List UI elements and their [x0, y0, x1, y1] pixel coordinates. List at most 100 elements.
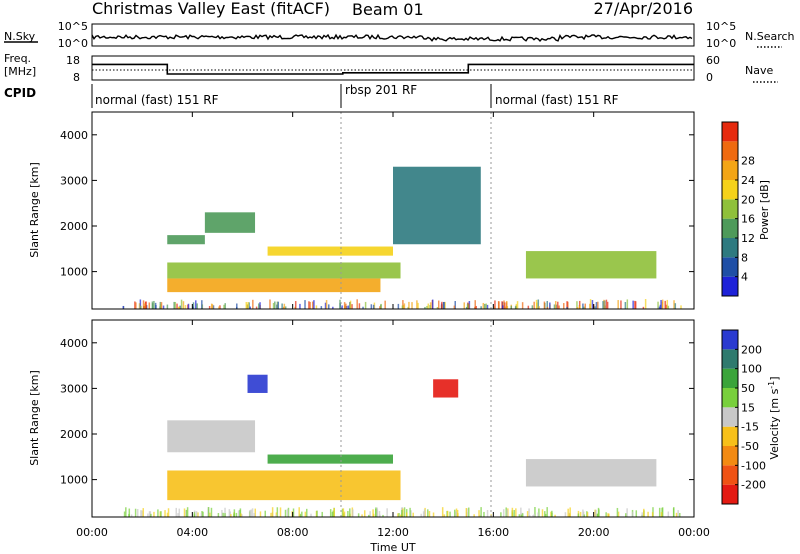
velocity-colorbar-swatch-2 — [722, 446, 738, 466]
velocity-region-0 — [167, 470, 401, 501]
power-region-6 — [525, 251, 657, 279]
power-region-4 — [267, 246, 393, 256]
xaxis-tick-6: 00:00 — [678, 526, 710, 539]
velocity-ytick-label-3: 4000 — [60, 337, 88, 350]
noise-sky-label: N.Sky — [4, 30, 36, 43]
power-colorbar-tick-2: 12 — [741, 232, 755, 245]
cpid-mode-3: normal (fast) 151 RF — [495, 93, 619, 107]
velocity-colorbar-tick-5: -50 — [741, 440, 759, 453]
noise-left-tick-low: 10^0 — [58, 37, 88, 50]
power-ylabel: Slant Range [km] — [28, 162, 41, 258]
frequency-panel: Freq. [MHz] 18 8 60 0 Nave — [4, 52, 778, 84]
noise-line — [91, 33, 693, 43]
velocity-data — [123, 320, 681, 517]
power-region-0 — [167, 278, 381, 293]
nave-label: Nave — [745, 64, 773, 77]
noise-right-tick-high: 10^5 — [706, 20, 736, 33]
velocity-ytick-label-1: 2000 — [60, 428, 88, 441]
cpid-label: CPID — [4, 86, 36, 100]
xaxis-tick-4: 16:00 — [477, 526, 509, 539]
power-colorbar-swatch-0 — [722, 276, 738, 296]
power-ytick-label-3: 4000 — [60, 129, 88, 142]
power-colorbar-tick-0: 4 — [741, 271, 748, 284]
noise-right-tick-low: 10^0 — [706, 37, 736, 50]
power-colorbar-tick-3: 16 — [741, 213, 755, 226]
freq-tick-high: 18 — [66, 54, 80, 67]
velocity-colorbar-swatch-3 — [722, 426, 738, 446]
velocity-colorbar-swatch-7 — [722, 349, 738, 369]
power-ytick-label-1: 2000 — [60, 220, 88, 233]
velocity-colorbar-tick-6: -100 — [741, 459, 766, 472]
velocity-ytick-label-0: 1000 — [60, 474, 88, 487]
velocity-colorbar-label: Velocity [m s-1] — [767, 376, 782, 459]
power-region-1 — [167, 262, 401, 279]
time-axis: 00:00 04:00 08:00 12:00 16:00 20:00 00:00 — [76, 112, 710, 539]
xaxis-tick-2: 08:00 — [277, 526, 309, 539]
velocity-colorbar-swatch-8 — [722, 330, 738, 350]
power-colorbar-tick-6: 28 — [741, 155, 755, 168]
power-panel: 1000 2000 3000 4000 Slant Range [km] 4 8 12 16… — [28, 111, 771, 310]
power-colorbar-swatch-4 — [722, 199, 738, 219]
power-colorbar-tick-4: 20 — [741, 193, 755, 206]
xaxis-tick-1: 04:00 — [176, 526, 208, 539]
xaxis-tick-5: 20:00 — [578, 526, 610, 539]
power-colorbar-tick-5: 24 — [741, 174, 755, 187]
cpid-mode-2: rbsp 201 RF — [345, 83, 417, 97]
power-ytick-label-2: 3000 — [60, 174, 88, 187]
velocity-colorbar-swatch-6 — [722, 368, 738, 388]
power-colorbar: 4 8 12 16 20 24 28 — [721, 121, 755, 297]
velocity-region-1 — [167, 420, 256, 453]
frequency-trace — [92, 63, 694, 75]
xaxis-label: Time UT — [369, 541, 415, 554]
velocity-region-2 — [247, 374, 268, 393]
freq-label: Freq. — [4, 52, 31, 65]
noise-sky-trace — [91, 33, 693, 43]
xaxis-tick-0: 00:00 — [76, 526, 108, 539]
velocity-colorbar-swatch-4 — [722, 407, 738, 427]
power-colorbar-swatch-5 — [722, 180, 738, 200]
power-colorbar-swatch-6 — [722, 160, 738, 180]
velocity-colorbar-tick-2: 50 — [741, 382, 755, 395]
figure-title: Christmas Valley East (fitACF) — [92, 0, 330, 18]
velocity-colorbar-tick-1: 100 — [741, 363, 762, 376]
velocity-region-4 — [433, 379, 459, 398]
velocity-colorbar-swatch-0 — [722, 484, 738, 504]
power-colorbar-label: Power [dB] — [758, 180, 771, 240]
velocity-colorbar-swatch-1 — [722, 465, 738, 485]
velocity-panel: 1000 2000 3000 4000 Slant Range [km] 200 100… — [28, 319, 782, 518]
power-colorbar-swatch-3 — [722, 218, 738, 238]
cpid-mode-1: normal (fast) 151 RF — [95, 93, 219, 107]
velocity-ytick-label-2: 3000 — [60, 382, 88, 395]
beam-label: Beam 01 — [352, 0, 424, 19]
power-colorbar-tick-1: 8 — [741, 251, 748, 264]
power-colorbar-swatch-7 — [722, 141, 738, 161]
velocity-colorbar-tick-7: -200 — [741, 479, 766, 492]
power-colorbar-swatch-2 — [722, 238, 738, 258]
velocity-colorbar-tick-3: 15 — [741, 401, 755, 414]
noise-left-tick-high: 10^5 — [58, 20, 88, 33]
velocity-colorbar-swatch-5 — [722, 388, 738, 408]
nave-tick-high: 60 — [706, 54, 720, 67]
velocity-colorbar-tick-4: -15 — [741, 421, 759, 434]
velocity-yaxis: 1000 2000 3000 4000 — [60, 337, 694, 487]
power-ytick-label-0: 1000 — [60, 266, 88, 279]
power-yaxis: 1000 2000 3000 4000 — [60, 129, 694, 279]
noise-panel: N.Sky 10^5 10^0 10^5 10^0 N.Search — [4, 20, 795, 50]
power-region-3 — [204, 212, 256, 233]
power-region-5 — [393, 166, 481, 245]
date-label: 27/Apr/2016 — [593, 0, 693, 18]
velocity-colorbar: 200 100 50 15 -15 -50 -100 -200 — [721, 329, 766, 505]
power-colorbar-swatch-8 — [722, 122, 738, 142]
xaxis-tick-3: 12:00 — [377, 526, 409, 539]
freq-unit-label: [MHz] — [4, 65, 36, 78]
power-region-2 — [167, 235, 205, 245]
power-colorbar-swatch-1 — [722, 257, 738, 277]
velocity-region-5 — [525, 459, 657, 487]
velocity-colorbar-tick-0: 200 — [741, 343, 762, 356]
noise-search-label: N.Search — [745, 30, 795, 43]
velocity-ylabel: Slant Range [km] — [28, 370, 41, 466]
nave-tick-low: 0 — [706, 71, 713, 84]
freq-tick-low: 8 — [73, 71, 80, 84]
cpid-panel: CPID normal (fast) 151 RF rbsp 201 RF no… — [4, 83, 619, 108]
